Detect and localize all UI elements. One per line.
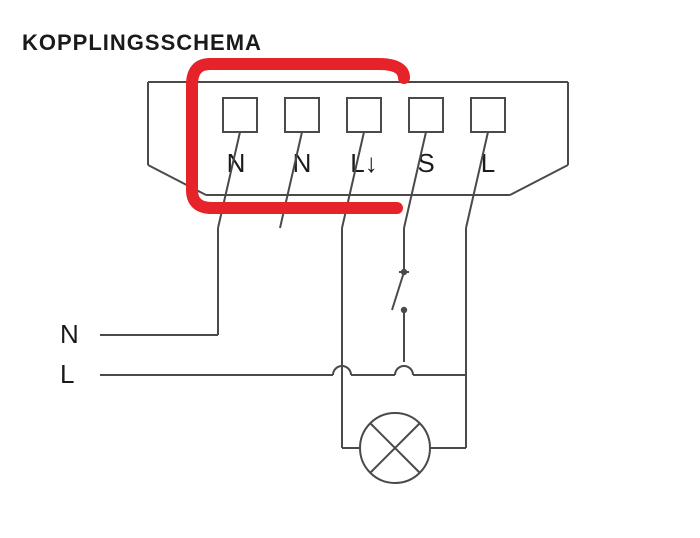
terminal-box — [471, 98, 505, 132]
terminal-box — [285, 98, 319, 132]
terminal-box — [347, 98, 381, 132]
annotation-highlight — [192, 64, 404, 208]
wiring-diagram: NNL↓SLNL — [0, 0, 700, 538]
switch-blade — [392, 272, 404, 310]
terminal-box — [223, 98, 257, 132]
wire-hop — [395, 366, 413, 375]
terminal-lead — [404, 132, 426, 228]
junction-dot — [401, 269, 407, 275]
supply-label-L: L — [60, 359, 74, 389]
terminal-box — [409, 98, 443, 132]
terminal-label: S — [417, 148, 434, 178]
supply-label-N: N — [60, 319, 79, 349]
module-outline — [510, 165, 568, 195]
terminal-lead — [466, 132, 488, 228]
